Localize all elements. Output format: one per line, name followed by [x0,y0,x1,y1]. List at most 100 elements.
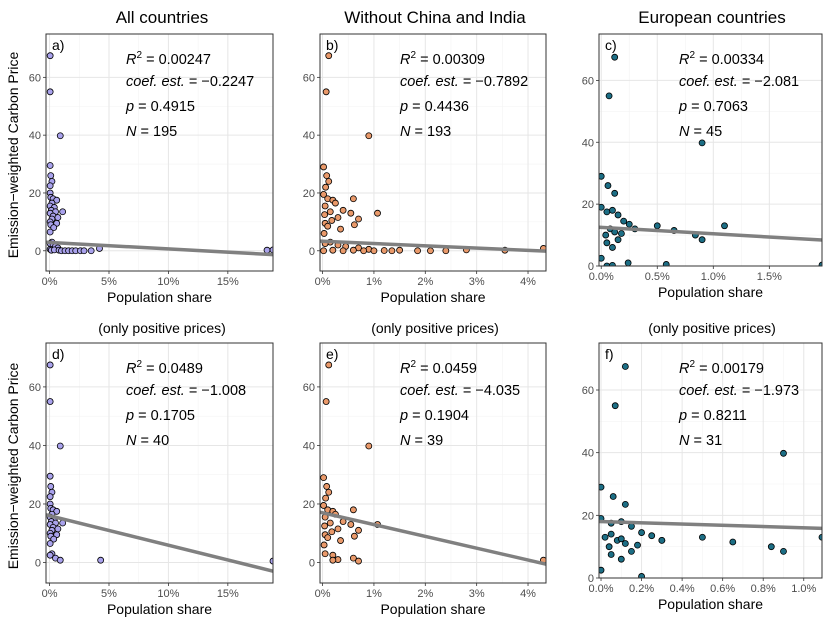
data-point [320,502,327,509]
panel-border [45,33,274,272]
x-axis-label: Population share [658,596,763,612]
data-point [349,554,357,562]
coef-est-label: coef. est. = −0.2247 [126,74,254,90]
y-tick-label: 60 [303,382,315,394]
data-point [46,182,54,190]
data-point [351,532,358,540]
data-point [347,209,355,217]
data-point [442,247,450,255]
data-point [320,230,328,237]
y-tick-label: 0 [309,246,315,258]
data-point [56,442,64,450]
panel-c: 0 20 40 60 0.0% 0.5% 1.0% 1.5% c) Population shar… [582,33,823,300]
data-point [618,230,625,237]
data-point [46,162,54,169]
data-point [370,247,378,255]
x-tick-label: 0.4% [670,583,695,595]
y-tick-label: 20 [582,510,594,522]
data-point [611,402,619,410]
data-point [605,92,613,100]
y-tick-label: 20 [303,188,315,200]
points [320,361,546,565]
x-axis-label: Population share [107,601,212,617]
y-tick-label: 0 [588,261,594,273]
data-point [46,361,54,369]
data-point [321,211,329,219]
data-point [325,361,333,369]
data-point [599,483,605,491]
data-point [767,543,775,551]
data-point [349,195,357,203]
panel-b: 0 20 40 60 0% 1% 2% 3% 4% b) Population share R2 = … [303,33,547,305]
x-tick-label: 0% [315,588,331,600]
data-point [721,222,728,230]
data-point [47,172,55,180]
x-tick-label: 1.0% [701,271,726,283]
data-point [599,566,605,574]
n-label: N = 39 [400,433,443,449]
panel-label: a) [52,37,64,53]
data-point [323,483,331,490]
y-tick-label: 60 [582,385,594,397]
data-point [621,540,629,547]
x-tick-label: 0.8% [751,583,776,595]
data-point [355,215,362,223]
x-axis-label: Population share [380,601,485,617]
y-axis-label-row1: Emission−weighted Carbon Price [5,51,21,258]
p-value-label: p = 0.7063 [678,99,748,115]
panels: 0 20 40 60 0% 5% 10% 15% a) Population share R2 = … [29,33,823,617]
x-tick-label: 1% [366,276,382,288]
data-point [414,247,421,255]
data-point [602,231,610,239]
data-point [818,533,822,541]
x-tick-label: 0% [315,276,331,288]
r-squared-label: R2 = 0.00179 [679,359,764,377]
panel-d: 0 20 40 60 0% 5% 10% 15% d) Population share R2 = … [29,342,274,617]
p-value-label: p = 0.4915 [125,99,195,115]
data-point [611,189,619,197]
x-tick-label: 0.2% [629,583,654,595]
x-tick-label: 0.0% [589,271,614,283]
x-tick-label: 15% [217,588,239,600]
panel-f: 0 20 40 60 0.0% 0.2% 0.4% 0.6% 0.8% 1.0% f) Populat… [582,342,823,612]
y-tick-label: 60 [582,75,594,87]
column-title-noci: Without China and India [344,8,526,27]
data-point [322,398,330,405]
data-point [698,236,706,244]
x-axis-label: Population share [380,289,485,305]
panel-label: d) [52,346,64,362]
x-tick-label: 1.0% [791,583,816,595]
data-point [729,538,737,546]
data-point [365,132,373,140]
data-point [617,555,625,563]
x-tick-label: 3% [469,276,485,288]
coef-est-label: coef. est. = −1.973 [679,383,799,399]
x-tick-label: 3% [469,588,485,600]
p-value-label: p = 0.1904 [399,408,469,424]
data-point [320,163,327,171]
y-tick-label: 20 [582,199,594,211]
data-point [818,261,822,266]
x-tick-label: 0.6% [710,583,735,595]
data-point [87,247,95,255]
y-tick-label: 60 [29,382,41,394]
regression-line [46,513,273,573]
x-tick-label: 4% [520,276,536,288]
y-tick-label: 40 [303,130,315,142]
y-tick-label: 0 [35,246,41,258]
data-point [620,217,628,225]
data-point [337,225,344,233]
data-point [698,139,706,147]
regression-line [320,239,546,253]
panel-label: b) [326,37,338,53]
data-point [334,525,342,533]
y-tick-label: 40 [303,440,315,452]
n-label: N = 45 [679,124,722,140]
x-tick-label: 10% [157,588,179,600]
data-point [320,191,327,198]
data-point [321,202,329,210]
panel-border [319,342,547,584]
x-tick-label: 0% [42,588,58,600]
x-tick-label: 5% [101,588,117,600]
panel-border [598,342,823,579]
